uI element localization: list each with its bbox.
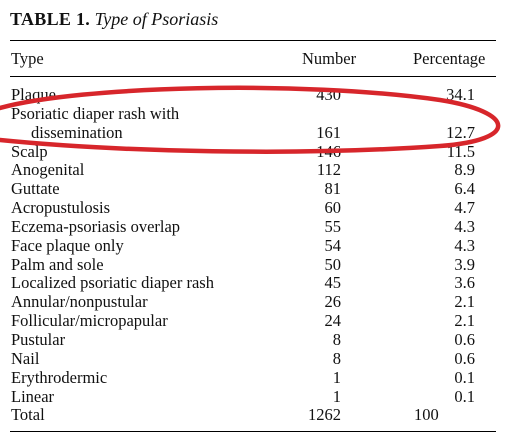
row-type: Localized psoriatic diaper rash <box>11 273 214 293</box>
row-percentage: 4.3 <box>454 216 475 236</box>
row-percentage: 12.7 <box>446 122 475 142</box>
row-percentage: 3.6 <box>454 273 475 293</box>
row-type: Face plaque only <box>11 235 124 255</box>
table-row: Plaque 430 34.1 <box>0 85 506 105</box>
row-number: 146 <box>316 141 341 161</box>
row-type-line1: Psoriatic diaper rash with <box>11 103 180 123</box>
header-type: Type <box>11 49 44 68</box>
row-percentage: 0.6 <box>454 329 475 349</box>
table-row: Eczema-psoriasis overlap 55 4.3 <box>0 216 506 237</box>
header-number: Number <box>302 49 357 68</box>
row-type: Pustular <box>11 329 66 349</box>
table-row: Pustular 8 0.6 <box>0 329 506 350</box>
row-percentage: 34.1 <box>446 85 475 104</box>
row-number: 26 <box>324 292 342 312</box>
header-percentage: Percentage <box>413 49 486 68</box>
row-number: 112 <box>316 160 341 180</box>
table-row: Erythrodermic 1 0.1 <box>0 367 506 388</box>
row-number: 24 <box>324 311 342 331</box>
row-percentage: 0.6 <box>454 348 475 368</box>
bottom-rule <box>10 431 496 433</box>
total-label: Total <box>11 405 45 425</box>
row-type: Plaque <box>11 85 56 104</box>
row-number: 430 <box>316 85 341 104</box>
row-number: 50 <box>324 254 342 274</box>
table-row: Palm and sole 50 3.9 <box>0 254 506 275</box>
row-type: Follicular/micropapular <box>11 311 168 331</box>
row-number: 8 <box>332 329 341 349</box>
table-row: Psoriatic diaper rash with dissemination… <box>0 103 506 143</box>
table-row: Localized psoriatic diaper rash 45 3.6 <box>0 274 506 293</box>
row-type-line2: dissemination <box>31 122 123 142</box>
top-rule <box>10 40 496 42</box>
total-row: Total 1262 100 <box>0 405 506 425</box>
table-caption: TABLE 1. Type of Psoriasis <box>10 8 218 30</box>
row-number: 81 <box>324 179 342 199</box>
row-percentage: 4.7 <box>454 198 475 218</box>
row-type: Psoriatic diaper rash with dissemination <box>11 103 180 143</box>
table-body: Plaque 430 34.1 Psoriatic diaper rash wi… <box>0 85 506 425</box>
row-percentage: 4.3 <box>454 235 475 255</box>
row-percentage: 3.9 <box>454 254 475 274</box>
row-type: Scalp <box>11 141 48 161</box>
row-percentage: 0.1 <box>454 367 475 387</box>
row-type: Guttate <box>11 179 60 199</box>
caption-label: TABLE 1. <box>10 9 91 29</box>
row-percentage: 11.5 <box>446 141 475 161</box>
row-type: Anogenital <box>11 160 85 180</box>
row-percentage: 8.9 <box>454 160 475 180</box>
row-percentage: 2.1 <box>454 292 475 312</box>
row-percentage: 2.1 <box>454 311 475 331</box>
row-percentage: 6.4 <box>454 179 475 199</box>
table-row: Nail 8 0.6 <box>0 348 506 369</box>
row-number: 8 <box>332 348 341 368</box>
row-type: Annular/nonpustular <box>11 292 148 312</box>
row-type: Nail <box>11 348 40 368</box>
header-rule <box>10 76 496 77</box>
table-row: Guttate 81 6.4 <box>0 179 506 199</box>
row-type: Eczema-psoriasis overlap <box>11 216 181 236</box>
row-number: 161 <box>316 122 341 142</box>
table-row: Scalp 146 11.5 <box>0 141 506 162</box>
table-row: Linear 1 0.1 <box>0 386 506 407</box>
row-type: Palm and sole <box>11 254 104 274</box>
row-number: 55 <box>324 216 342 236</box>
total-number: 1262 <box>308 405 341 425</box>
caption-title: Type of Psoriasis <box>94 9 219 29</box>
row-number: 1 <box>332 386 341 406</box>
table-row: Annular/nonpustular 26 2.1 <box>0 292 506 312</box>
row-number: 54 <box>324 235 342 255</box>
row-number: 1 <box>332 367 341 387</box>
row-number: 45 <box>324 273 342 293</box>
row-percentage: 0.1 <box>454 386 475 406</box>
row-number: 60 <box>324 198 342 218</box>
total-percentage: 100 <box>414 405 439 425</box>
row-type: Acropustulosis <box>11 198 110 218</box>
table-row: Follicular/micropapular 24 2.1 <box>0 311 506 331</box>
row-type: Linear <box>11 386 55 406</box>
table-row: Face plaque only 54 4.3 <box>0 235 506 256</box>
table-row: Anogenital 112 8.9 <box>0 161 506 180</box>
row-type: Erythrodermic <box>11 367 108 387</box>
table-row: Acropustulosis 60 4.7 <box>0 198 506 218</box>
